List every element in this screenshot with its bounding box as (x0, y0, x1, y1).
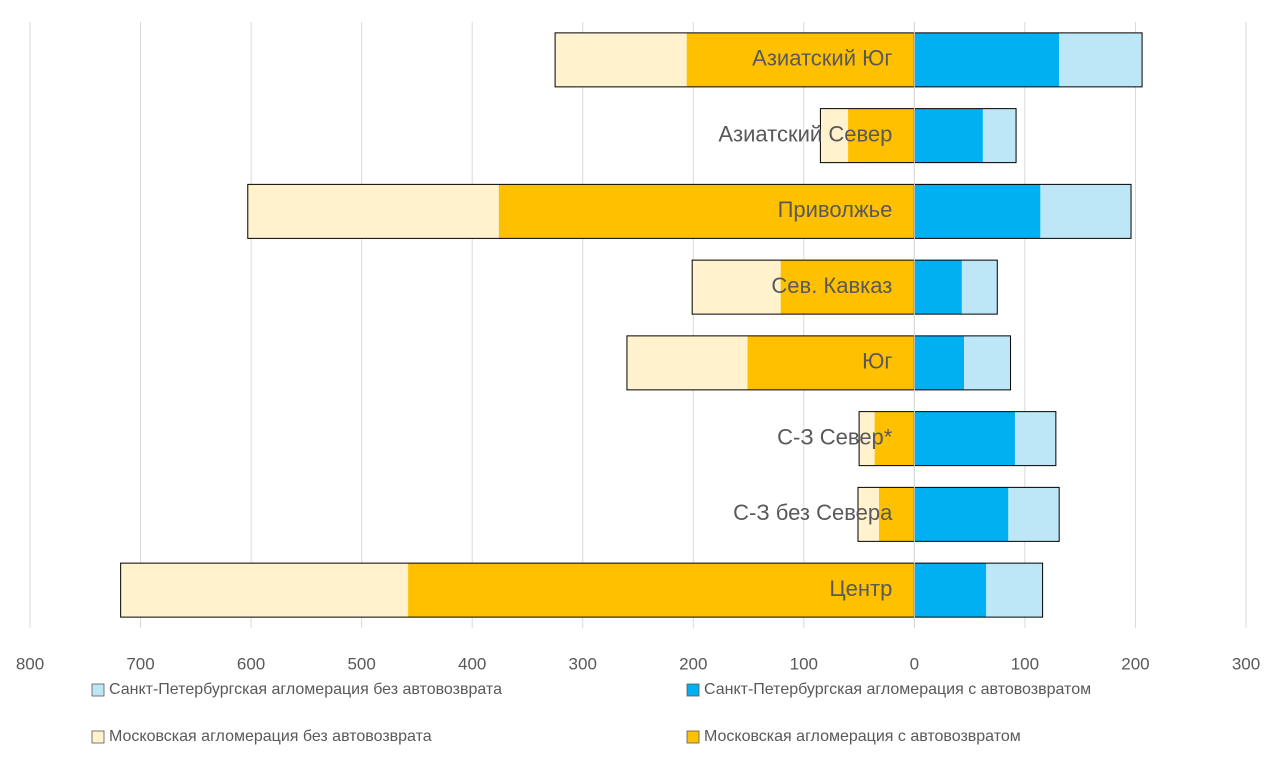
bar (914, 335, 965, 390)
bar (961, 260, 998, 315)
legend-label: Санкт-Петербургская агломерация без авто… (109, 681, 502, 698)
bar (1040, 184, 1132, 239)
bar (686, 32, 915, 87)
category-label: Приволжье (778, 197, 893, 222)
x-tick-label: 0 (910, 654, 919, 673)
legend-swatch (91, 683, 105, 697)
x-tick-label: 800 (16, 654, 44, 673)
x-tick-label: 300 (1232, 654, 1260, 673)
bar (408, 563, 915, 618)
x-tick-label: 200 (679, 654, 707, 673)
bar (914, 108, 983, 163)
bar (1014, 411, 1056, 466)
bar (982, 108, 1017, 163)
bar (1059, 32, 1143, 87)
bar (914, 184, 1041, 239)
legend-label: Московская агломерация без автовозврата (109, 728, 432, 745)
bar (914, 487, 1009, 542)
legend-label: Санкт-Петербургская агломерация с автово… (704, 681, 1091, 698)
bar (964, 335, 1011, 390)
x-tick-label: 100 (790, 654, 818, 673)
legend-label: Московская агломерация с автовозвратом (704, 728, 1021, 745)
x-tick-label: 500 (347, 654, 375, 673)
bar (692, 260, 781, 315)
category-label: Азиатский Юг (752, 46, 892, 71)
bar (878, 487, 915, 542)
category-label: С-З Север* (777, 424, 893, 449)
category-label: Сев. Кавказ (771, 273, 892, 298)
bar (857, 487, 879, 542)
bar (914, 32, 1060, 87)
bar (914, 563, 987, 618)
category-label: Юг (862, 349, 892, 374)
x-tick-label: 600 (237, 654, 265, 673)
bar (247, 184, 499, 239)
x-tick-label: 700 (126, 654, 154, 673)
legend-swatch (686, 730, 700, 744)
bar (914, 260, 962, 315)
legend-swatch (91, 730, 105, 744)
legend-swatch (686, 683, 700, 697)
bar (626, 335, 748, 390)
x-tick-label: 200 (1121, 654, 1149, 673)
bar (859, 411, 875, 466)
category-label: Азиатский Север (718, 121, 892, 146)
category-label: Центр (829, 576, 892, 601)
bar (986, 563, 1043, 618)
category-label: С-З без Севера (733, 500, 893, 525)
bar (555, 32, 687, 87)
bar (498, 184, 915, 239)
bar (848, 108, 915, 163)
bar (914, 411, 1015, 466)
bar (780, 260, 915, 315)
bar (1008, 487, 1060, 542)
bar (820, 108, 849, 163)
x-tick-label: 100 (1011, 654, 1039, 673)
bar (120, 563, 409, 618)
bar (874, 411, 915, 466)
x-tick-label: 400 (458, 654, 486, 673)
bar (747, 335, 915, 390)
x-tick-label: 300 (569, 654, 597, 673)
